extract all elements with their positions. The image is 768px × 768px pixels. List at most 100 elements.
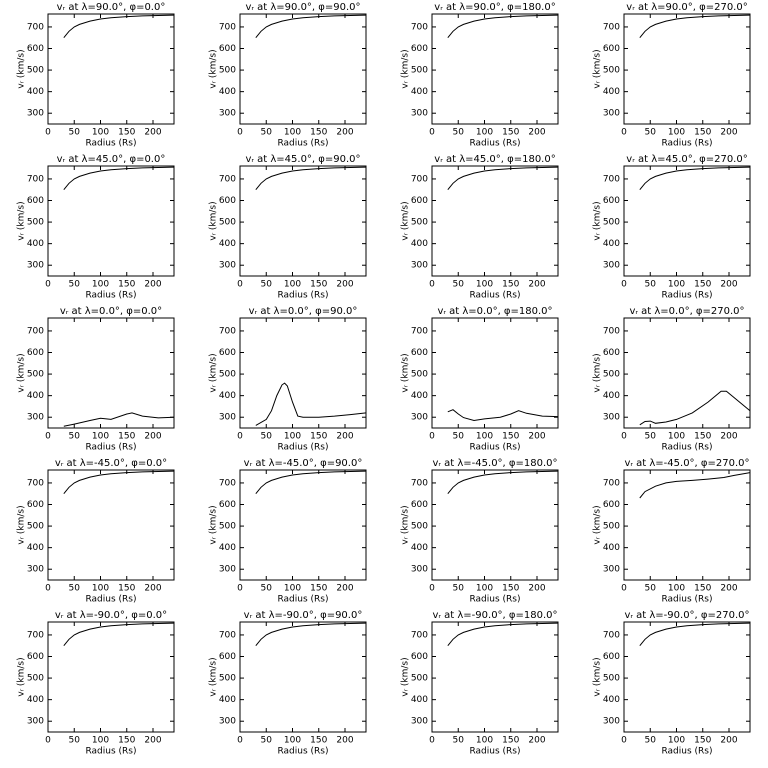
y-tick-label: 400 xyxy=(27,695,44,705)
y-tick-label: 700 xyxy=(219,326,236,336)
x-tick-label: 150 xyxy=(694,584,711,594)
y-tick-label: 600 xyxy=(27,348,44,358)
chart-title: vᵣ at λ=90.0°, φ=0.0° xyxy=(57,2,166,13)
chart-title: vᵣ at λ=-90.0°, φ=0.0° xyxy=(55,610,167,621)
y-tick-label: 400 xyxy=(27,87,44,97)
x-tick-label: 200 xyxy=(336,584,353,594)
y-tick-label: 700 xyxy=(27,630,44,640)
x-tick-label: 100 xyxy=(668,280,685,290)
y-tick-label: 400 xyxy=(27,391,44,401)
y-tick-label: 700 xyxy=(603,22,620,32)
y-axis-label: vᵣ (km/s) xyxy=(593,49,603,88)
chart-title: vᵣ at λ=0.0°, φ=90.0° xyxy=(249,306,358,317)
data-line xyxy=(639,622,751,647)
x-tick-label: 0 xyxy=(237,128,243,138)
x-axis-label: Radius (Rs) xyxy=(661,443,712,453)
x-tick-label: 0 xyxy=(45,736,51,746)
y-tick-label: 300 xyxy=(219,413,236,423)
y-tick-label: 400 xyxy=(219,391,236,401)
x-tick-label: 150 xyxy=(694,432,711,442)
x-tick-label: 0 xyxy=(429,584,435,594)
y-tick-label: 300 xyxy=(411,109,428,119)
plot-frame xyxy=(623,13,751,125)
data-line xyxy=(447,470,559,495)
y-tick-label: 600 xyxy=(411,500,428,510)
plot-frame xyxy=(239,165,367,277)
x-tick-label: 200 xyxy=(144,584,161,594)
y-tick-label: 500 xyxy=(603,218,620,228)
y-axis-label: vᵣ (km/s) xyxy=(593,505,603,544)
x-tick-label: 0 xyxy=(621,280,627,290)
x-tick-label: 50 xyxy=(261,280,273,290)
x-tick-label: 100 xyxy=(284,736,301,746)
x-tick-label: 50 xyxy=(69,584,81,594)
data-line xyxy=(63,470,175,495)
y-tick-label: 500 xyxy=(219,674,236,684)
y-tick-label: 600 xyxy=(411,652,428,662)
data-line xyxy=(255,470,367,495)
y-axis-label: vᵣ (km/s) xyxy=(209,505,219,544)
x-tick-label: 0 xyxy=(621,584,627,594)
y-tick-label: 600 xyxy=(411,196,428,206)
y-tick-label: 700 xyxy=(27,478,44,488)
y-tick-label: 600 xyxy=(411,44,428,54)
y-axis-label: vᵣ (km/s) xyxy=(17,201,27,240)
data-line xyxy=(255,14,367,39)
y-tick-label: 300 xyxy=(219,717,236,727)
y-tick-label: 600 xyxy=(219,348,236,358)
y-tick-label: 600 xyxy=(27,44,44,54)
x-tick-label: 100 xyxy=(476,432,493,442)
y-tick-label: 700 xyxy=(603,630,620,640)
data-line xyxy=(63,622,175,647)
x-tick-label: 100 xyxy=(476,280,493,290)
data-line xyxy=(255,622,367,647)
y-tick-label: 700 xyxy=(219,630,236,640)
x-axis-label: Radius (Rs) xyxy=(277,139,328,149)
x-tick-label: 0 xyxy=(621,736,627,746)
y-tick-label: 600 xyxy=(603,348,620,358)
y-tick-label: 400 xyxy=(411,695,428,705)
y-tick-label: 700 xyxy=(411,326,428,336)
y-tick-label: 700 xyxy=(219,478,236,488)
chart-title: vᵣ at λ=-45.0°, φ=270.0° xyxy=(624,458,749,469)
x-tick-label: 100 xyxy=(476,584,493,594)
x-tick-label: 150 xyxy=(502,280,519,290)
x-tick-label: 100 xyxy=(284,128,301,138)
chart-title: vᵣ at λ=0.0°, φ=180.0° xyxy=(437,306,552,317)
data-line xyxy=(447,166,559,191)
plot-frame xyxy=(623,621,751,733)
y-tick-label: 500 xyxy=(603,370,620,380)
chart-title: vᵣ at λ=-90.0°, φ=180.0° xyxy=(432,610,557,621)
x-tick-label: 100 xyxy=(668,128,685,138)
plot-frame xyxy=(431,13,559,125)
y-tick-label: 300 xyxy=(219,109,236,119)
y-tick-label: 400 xyxy=(603,87,620,97)
x-tick-label: 100 xyxy=(92,432,109,442)
y-tick-label: 700 xyxy=(411,478,428,488)
y-tick-label: 300 xyxy=(27,261,44,271)
x-tick-label: 150 xyxy=(694,128,711,138)
chart-title: vᵣ at λ=-45.0°, φ=90.0° xyxy=(244,458,363,469)
y-tick-label: 700 xyxy=(219,22,236,32)
x-tick-label: 100 xyxy=(284,280,301,290)
data-line xyxy=(255,166,367,191)
y-tick-label: 400 xyxy=(27,239,44,249)
y-axis-label: vᵣ (km/s) xyxy=(209,201,219,240)
y-tick-label: 300 xyxy=(411,717,428,727)
y-tick-label: 500 xyxy=(27,522,44,532)
y-tick-label: 500 xyxy=(603,522,620,532)
data-line xyxy=(63,412,175,427)
y-tick-label: 600 xyxy=(219,196,236,206)
plot-frame xyxy=(239,469,367,581)
x-tick-label: 200 xyxy=(720,128,737,138)
x-tick-label: 200 xyxy=(528,584,545,594)
y-tick-label: 500 xyxy=(411,370,428,380)
chart-title: vᵣ at λ=-90.0°, φ=90.0° xyxy=(244,610,363,621)
y-tick-label: 500 xyxy=(411,218,428,228)
y-tick-label: 500 xyxy=(27,66,44,76)
plot-frame xyxy=(431,621,559,733)
x-axis-label: Radius (Rs) xyxy=(661,747,712,757)
y-tick-label: 700 xyxy=(411,630,428,640)
x-tick-label: 0 xyxy=(45,584,51,594)
y-tick-label: 300 xyxy=(27,717,44,727)
